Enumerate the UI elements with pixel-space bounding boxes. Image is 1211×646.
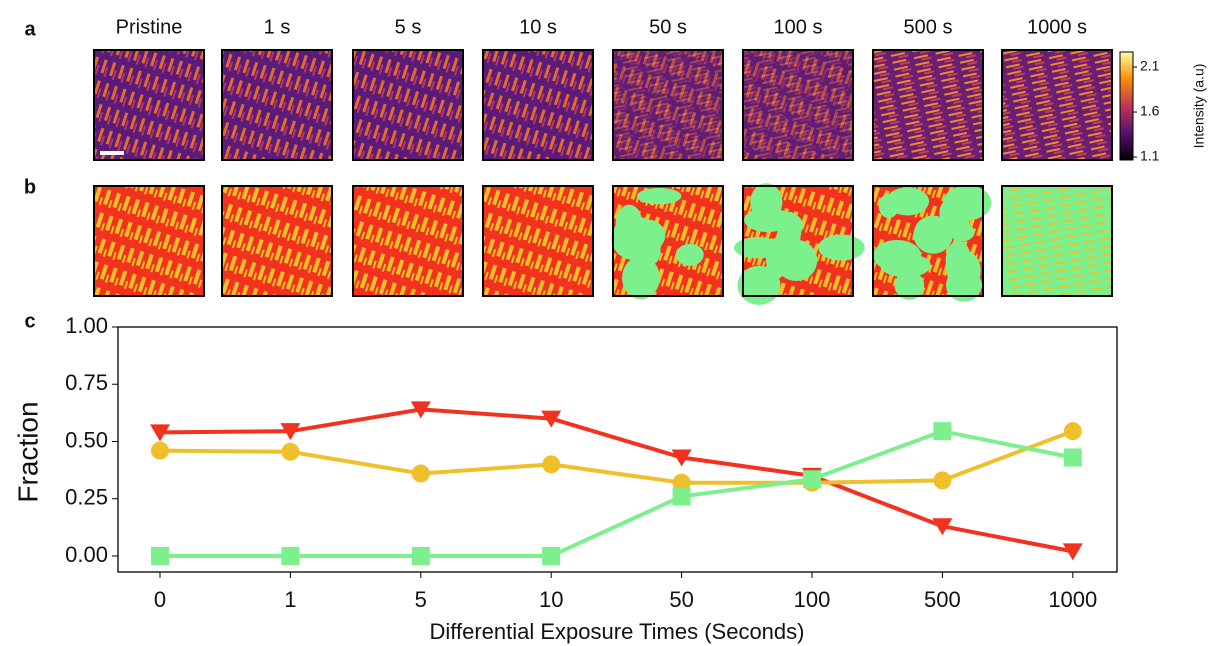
y-tick-label: 0.50 xyxy=(65,427,108,452)
intensity-image xyxy=(872,49,984,161)
marker xyxy=(803,470,821,489)
marker xyxy=(672,487,691,506)
phase-image xyxy=(353,186,463,296)
panel-label: b xyxy=(24,176,36,198)
x-tick-label: 0 xyxy=(154,587,166,612)
series-line xyxy=(159,407,1074,554)
x-tick-label: 500 xyxy=(924,587,961,612)
phase-frame xyxy=(482,185,594,297)
marker xyxy=(411,546,430,565)
colorbar-tick-label: 1.1 xyxy=(1140,148,1160,164)
phase-region xyxy=(945,268,982,302)
image-title: 1000 s xyxy=(1027,16,1087,38)
phase-region xyxy=(885,187,930,216)
intensity-image xyxy=(352,49,464,161)
intensity-image xyxy=(482,49,594,161)
intensity-image xyxy=(221,49,333,161)
intensity-overlay xyxy=(744,51,852,159)
intensity-image xyxy=(1001,49,1113,161)
y-tick-label: 0.75 xyxy=(65,370,108,395)
colorbar xyxy=(1119,51,1134,161)
marker xyxy=(542,546,561,565)
x-tick-label: 100 xyxy=(794,587,831,612)
colorbar-tick-label: 2.1 xyxy=(1140,58,1160,74)
marker xyxy=(410,401,431,419)
image-title: 50 s xyxy=(649,16,687,38)
image-title: 500 s xyxy=(904,16,953,38)
intensity-image xyxy=(93,49,205,161)
marker xyxy=(1063,448,1082,467)
marker xyxy=(1063,422,1082,441)
phase-region xyxy=(636,187,682,205)
phase-region xyxy=(913,215,954,254)
x-tick-label: 10 xyxy=(539,587,563,612)
image-title: 100 s xyxy=(774,16,823,38)
y-tick-label: 1.00 xyxy=(65,313,108,338)
phase-region xyxy=(899,252,922,280)
phase-image xyxy=(1002,186,1112,296)
phase-image xyxy=(483,186,593,296)
phase-frame xyxy=(93,185,205,297)
panel-label: a xyxy=(24,18,36,40)
x-tick-label: 5 xyxy=(415,587,427,612)
marker xyxy=(151,546,169,565)
image-title: 10 s xyxy=(519,16,557,38)
y-axis-label: Fraction xyxy=(12,401,43,502)
phase-region xyxy=(775,239,818,282)
marker xyxy=(933,471,952,490)
phase-frame xyxy=(612,185,724,297)
colorbar-label: Intensity (a.u) xyxy=(1191,64,1207,149)
marker xyxy=(280,423,301,441)
marker xyxy=(671,449,692,467)
phase-region xyxy=(622,256,660,300)
marker xyxy=(281,442,300,461)
marker xyxy=(151,441,169,460)
marker xyxy=(542,455,561,474)
phase-image xyxy=(94,186,204,296)
phase-frame xyxy=(1001,185,1113,297)
image-title: Pristine xyxy=(116,16,183,38)
phase-frame xyxy=(352,185,464,297)
marker xyxy=(1062,543,1083,561)
scale-bar xyxy=(100,151,124,155)
phase-region xyxy=(611,216,660,261)
marker xyxy=(541,410,562,428)
phase-region xyxy=(939,197,966,229)
phase-image xyxy=(222,186,332,296)
x-tick-label: 1 xyxy=(284,587,296,612)
phase-region xyxy=(894,271,925,300)
marker xyxy=(150,424,170,442)
image-title: 5 s xyxy=(395,16,422,38)
y-tick-label: 0.00 xyxy=(65,542,108,567)
phase-region xyxy=(676,243,704,266)
phase-region xyxy=(744,207,792,233)
marker xyxy=(411,464,430,483)
y-tick-label: 0.25 xyxy=(65,485,108,510)
marker xyxy=(932,518,953,536)
phase-region xyxy=(818,234,865,261)
plot-frame xyxy=(117,326,1118,573)
colorbar-tick-label: 1.6 xyxy=(1140,103,1160,119)
marker xyxy=(672,473,691,492)
x-tick-label: 50 xyxy=(669,587,693,612)
marker xyxy=(933,422,952,441)
x-tick-label: 1000 xyxy=(1048,587,1097,612)
intensity-overlay xyxy=(614,51,722,159)
phase-frame xyxy=(872,185,984,297)
phase-frame xyxy=(221,185,333,297)
series-line xyxy=(159,429,1074,485)
image-title: 1 s xyxy=(264,16,291,38)
x-axis-label: Differential Exposure Times (Seconds) xyxy=(430,619,805,644)
marker xyxy=(281,546,300,565)
series-line xyxy=(160,429,1074,558)
phase-frame xyxy=(742,185,854,297)
image-panels xyxy=(93,49,1113,305)
panel-label: c xyxy=(24,310,35,332)
